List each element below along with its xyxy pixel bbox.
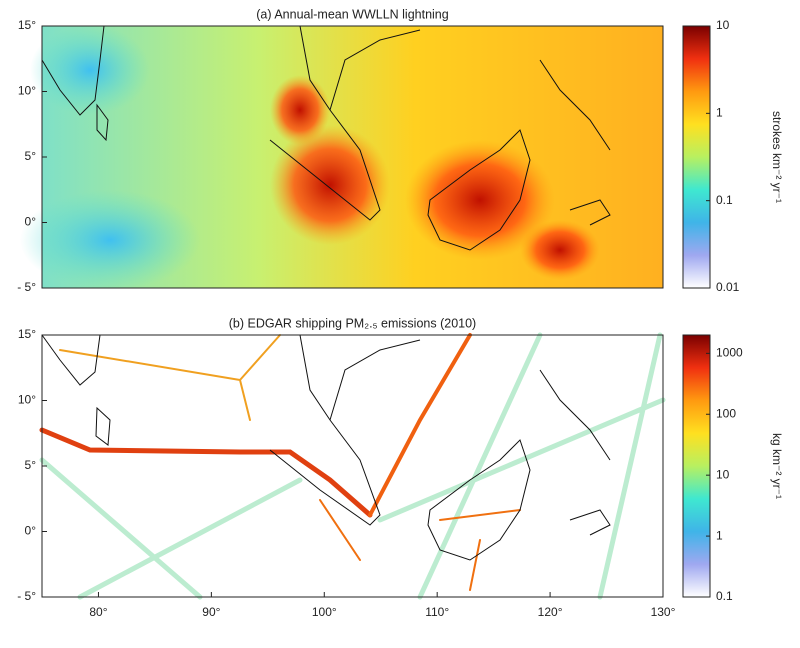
x-tick-label: 90° [202, 605, 220, 619]
colorbar-tick-label: 10 [716, 467, 730, 481]
x-tick-label: 100° [312, 605, 337, 619]
colorbar-tick-label: 1 [716, 106, 723, 120]
y-tick-label: 10° [18, 84, 36, 98]
colorbar-tick-label: 10 [716, 18, 730, 32]
y-tick-label: 0° [25, 524, 37, 538]
colorbar-label: kg km⁻² yr⁻¹ [770, 433, 784, 499]
y-tick-label: 5° [25, 458, 37, 472]
panel-title: (a) Annual-mean WWLLN lightning [256, 7, 448, 21]
y-tick-label: 10° [18, 393, 36, 407]
colorbar-tick-label: 0.1 [716, 193, 733, 207]
colorbar-tick-label: 0.1 [716, 589, 733, 603]
y-tick-label: 15° [18, 18, 36, 32]
shipping-field [39, 332, 666, 600]
y-tick-label: 15° [18, 327, 36, 341]
y-tick-label: 5° [25, 149, 37, 163]
colorbar-label: strokes km⁻² yr⁻¹ [770, 111, 784, 203]
colorbar [682, 334, 711, 598]
x-tick-label: 80° [89, 605, 107, 619]
lightning-field [20, 25, 663, 290]
y-tick-label: - 5° [17, 280, 36, 294]
panel-title: (b) EDGAR shipping PM₂.₅ emissions (2010… [229, 316, 476, 330]
colorbar [682, 25, 711, 289]
x-tick-label: 110° [425, 605, 449, 619]
colorbar-tick-label: 1000 [716, 346, 743, 360]
colorbar-tick-label: 0.01 [716, 280, 740, 294]
colorbar-tick-label: 1 [716, 528, 723, 542]
y-tick-label: - 5° [17, 589, 36, 603]
colorbar-tick-label: 100 [716, 406, 736, 420]
x-tick-label: 120° [538, 605, 563, 619]
y-tick-label: 0° [25, 215, 37, 229]
x-tick-label: 130° [651, 605, 676, 619]
